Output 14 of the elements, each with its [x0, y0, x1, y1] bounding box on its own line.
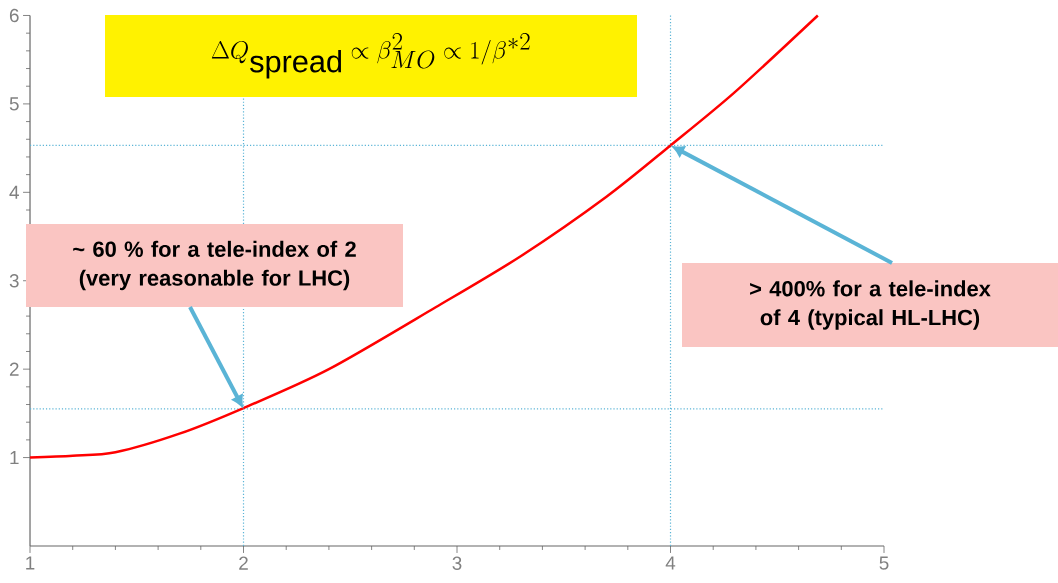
y-tick-label: 4 [9, 185, 19, 199]
y-tick-label: 5 [9, 97, 19, 111]
annotation: > 400% for a tele-index of 4 (typical HL-LHC) [750, 280, 991, 330]
x-tick-label: 3 [452, 556, 462, 570]
y-tick-label: 3 [9, 274, 19, 288]
y-tick-label: 2 [9, 362, 19, 376]
x-tick-label: 5 [879, 556, 889, 570]
y-tick-label: 6 [9, 8, 19, 23]
x-tick-label: 1 [26, 556, 35, 570]
y-tick-label: 1 [10, 451, 19, 465]
x-tick-label: 4 [665, 556, 676, 570]
text: $\Delta Q_{\mathrm{spread}} \propto \beta_{MO}^{2} \propto 1/\beta^{*2}$ [211, 33, 530, 79]
x-tick-label: 2 [239, 556, 248, 570]
annotation: ~ 60 % for a tele-index of 2 (very reasonable for LHC) [73, 240, 356, 291]
